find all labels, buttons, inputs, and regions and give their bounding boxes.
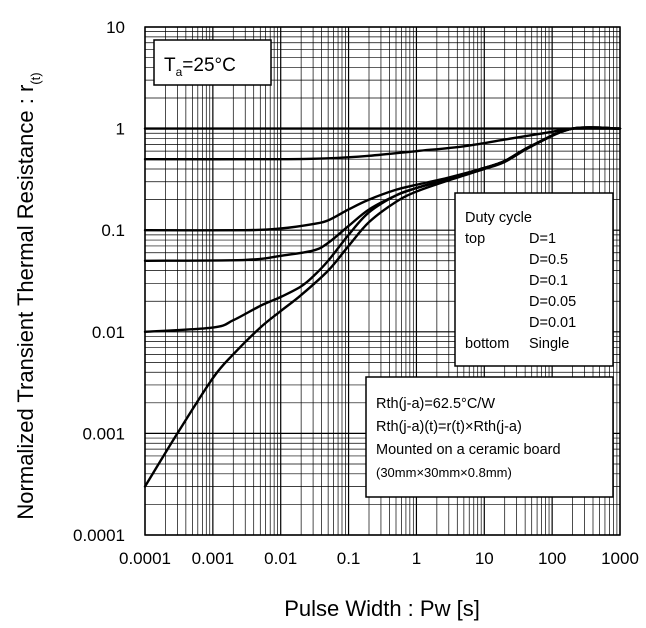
note-mounting: Mounted on a ceramic board bbox=[376, 442, 561, 458]
x-tick-label: 0.001 bbox=[192, 549, 235, 568]
series-group bbox=[143, 126, 622, 488]
x-tick-label: 0.01 bbox=[264, 549, 297, 568]
legend-entry-d01: D=0.1 bbox=[529, 273, 568, 289]
y-axis-title-sub: (t) bbox=[28, 72, 43, 84]
condition-label: Ta=25°C bbox=[164, 55, 236, 79]
series-line-2 bbox=[143, 127, 622, 161]
y-tick-label: 1 bbox=[116, 120, 125, 139]
note-rth-formula: Rth(j-a)(t)=r(t)×Rth(j-a) bbox=[376, 419, 522, 435]
legend-entry-d1: D=1 bbox=[529, 231, 556, 247]
legend-prefix-top: top bbox=[465, 231, 485, 247]
x-tick-label: 0.0001 bbox=[119, 549, 171, 568]
x-tick-label: 1 bbox=[412, 549, 421, 568]
x-tick-label: 0.1 bbox=[337, 549, 361, 568]
notes-box: Rth(j-a)=62.5°C/W Rth(j-a)(t)=r(t)×Rth(j… bbox=[365, 376, 614, 498]
condition-box-frame bbox=[153, 39, 272, 86]
legend-title: Duty cycle bbox=[465, 210, 532, 226]
legend-prefix-bottom: bottom bbox=[465, 336, 509, 352]
legend: Duty cycle top D=1 D=0.5 D=0.1 D=0.05 D=… bbox=[454, 192, 614, 367]
x-tick-label: 10 bbox=[475, 549, 494, 568]
x-axis-title: Pulse Width : Pw [s] bbox=[284, 596, 480, 621]
y-tick-label: 0.001 bbox=[82, 424, 125, 443]
x-tick-label: 1000 bbox=[601, 549, 639, 568]
condition-value: =25°C bbox=[182, 55, 236, 76]
y-tick-label: 0.1 bbox=[101, 221, 125, 240]
x-tick-label: 100 bbox=[538, 549, 566, 568]
y-tick-label: 0.0001 bbox=[73, 526, 125, 545]
legend-entry-single: Single bbox=[529, 336, 569, 352]
x-tick-labels: 0.0001 0.001 0.01 0.1 1 10 100 1000 bbox=[119, 549, 639, 568]
y-tick-labels: 0.0001 0.001 0.01 0.1 1 10 bbox=[73, 18, 125, 545]
y-tick-label: 10 bbox=[106, 18, 125, 37]
plot-border bbox=[144, 26, 621, 536]
condition-symbol: T bbox=[164, 55, 176, 76]
y-axis-title-main: Normalized Transient Thermal Resistance … bbox=[13, 85, 38, 520]
y-tick-label: 0.01 bbox=[92, 323, 125, 342]
note-rth-value: Rth(j-a)=62.5°C/W bbox=[376, 396, 495, 412]
y-axis-title: Normalized Transient Thermal Resistance … bbox=[13, 72, 43, 519]
note-board-size: (30mm×30mm×0.8mm) bbox=[376, 465, 512, 480]
series-line-6 bbox=[143, 126, 622, 488]
legend-entry-d005: D=0.05 bbox=[529, 294, 576, 310]
condition-box: Ta=25°C bbox=[153, 39, 272, 86]
notes-frame bbox=[365, 376, 614, 498]
legend-entry-d001: D=0.01 bbox=[529, 315, 576, 331]
legend-entry-d05: D=0.5 bbox=[529, 252, 568, 268]
condition-subscript: a bbox=[176, 65, 183, 79]
legend-frame bbox=[454, 192, 614, 367]
